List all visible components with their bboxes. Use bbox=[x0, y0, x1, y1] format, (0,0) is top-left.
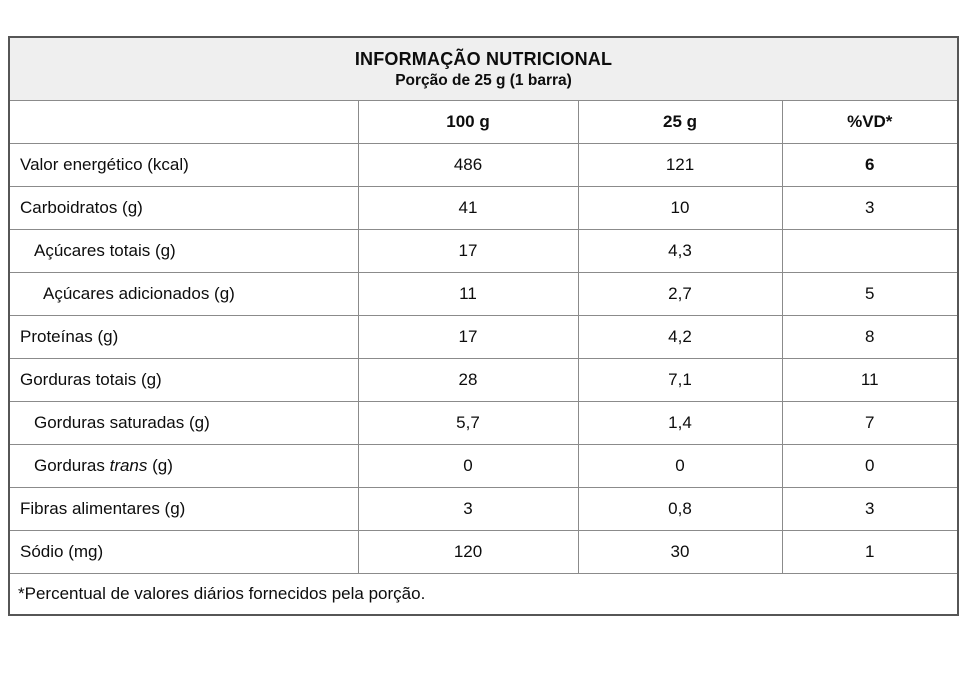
column-header-25g: 25 g bbox=[577, 100, 783, 144]
row-label: Gorduras totais (g) bbox=[8, 358, 359, 402]
row-label: Carboidratos (g) bbox=[8, 186, 359, 230]
footnote: *Percentual de valores diários fornecido… bbox=[8, 573, 959, 616]
value-100g: 28 bbox=[357, 358, 579, 402]
value-vd: 3 bbox=[781, 186, 959, 230]
value-100g: 17 bbox=[357, 315, 579, 359]
row-label: Sódio (mg) bbox=[8, 530, 359, 574]
value-100g: 17 bbox=[357, 229, 579, 273]
footnote-row: *Percentual de valores diários fornecido… bbox=[8, 573, 959, 616]
title-cell: INFORMAÇÃO NUTRICIONAL Porção de 25 g (1… bbox=[8, 36, 959, 101]
value-100g: 5,7 bbox=[357, 401, 579, 445]
title-band: INFORMAÇÃO NUTRICIONAL Porção de 25 g (1… bbox=[8, 36, 959, 101]
table-row-acucares-adicionados: Açúcares adicionados (g) 11 2,7 5 bbox=[8, 272, 959, 316]
value-25g: 4,2 bbox=[577, 315, 783, 359]
column-header-row: 100 g 25 g %VD* bbox=[8, 100, 959, 144]
value-100g: 41 bbox=[357, 186, 579, 230]
table-subtitle: Porção de 25 g (1 barra) bbox=[395, 72, 572, 89]
value-25g: 30 bbox=[577, 530, 783, 574]
table-body: Valor energético (kcal) 486 121 6 Carboidrat… bbox=[8, 143, 959, 574]
value-vd: 0 bbox=[781, 444, 959, 488]
value-vd: 6 bbox=[781, 143, 959, 187]
table-row-gorduras-saturadas: Gorduras saturadas (g) 5,7 1,4 7 bbox=[8, 401, 959, 445]
value-25g: 121 bbox=[577, 143, 783, 187]
value-100g: 3 bbox=[357, 487, 579, 531]
row-label: Açúcares totais (g) bbox=[8, 229, 359, 273]
value-100g: 0 bbox=[357, 444, 579, 488]
column-header-100g: 100 g bbox=[357, 100, 579, 144]
table-row-carboidratos: Carboidratos (g) 41 10 3 bbox=[8, 186, 959, 230]
table-row-gorduras-trans: Gorduras trans (g) 0 0 0 bbox=[8, 444, 959, 488]
row-label: Fibras alimentares (g) bbox=[8, 487, 359, 531]
value-vd: 3 bbox=[781, 487, 959, 531]
value-25g: 2,7 bbox=[577, 272, 783, 316]
value-vd: 5 bbox=[781, 272, 959, 316]
nutrition-table: INFORMAÇÃO NUTRICIONAL Porção de 25 g (1… bbox=[8, 36, 960, 616]
table-row-proteinas: Proteínas (g) 17 4,2 8 bbox=[8, 315, 959, 359]
value-100g: 486 bbox=[357, 143, 579, 187]
row-label: Valor energético (kcal) bbox=[8, 143, 359, 187]
value-vd: 11 bbox=[781, 358, 959, 402]
value-25g: 0,8 bbox=[577, 487, 783, 531]
value-25g: 1,4 bbox=[577, 401, 783, 445]
value-25g: 0 bbox=[577, 444, 783, 488]
row-label: Açúcares adicionados (g) bbox=[8, 272, 359, 316]
row-label: Gorduras saturadas (g) bbox=[8, 401, 359, 445]
table-row-gorduras-totais: Gorduras totais (g) 28 7,1 11 bbox=[8, 358, 959, 402]
table-row-fibras-alimentares: Fibras alimentares (g) 3 0,8 3 bbox=[8, 487, 959, 531]
table-row-valor-energetico: Valor energético (kcal) 486 121 6 bbox=[8, 143, 959, 187]
value-vd: 1 bbox=[781, 530, 959, 574]
row-label: Proteínas (g) bbox=[8, 315, 359, 359]
value-25g: 4,3 bbox=[577, 229, 783, 273]
table-row-acucares-totais: Açúcares totais (g) 17 4,3 bbox=[8, 229, 959, 273]
value-25g: 10 bbox=[577, 186, 783, 230]
column-header-vd: %VD* bbox=[781, 100, 959, 144]
value-25g: 7,1 bbox=[577, 358, 783, 402]
column-header-empty bbox=[8, 100, 359, 144]
value-vd: 7 bbox=[781, 401, 959, 445]
value-vd: 8 bbox=[781, 315, 959, 359]
value-100g: 11 bbox=[357, 272, 579, 316]
value-100g: 120 bbox=[357, 530, 579, 574]
row-label: Gorduras trans (g) bbox=[8, 444, 359, 488]
value-vd bbox=[781, 229, 959, 273]
table-row-sodio: Sódio (mg) 120 30 1 bbox=[8, 530, 959, 574]
table-title: INFORMAÇÃO NUTRICIONAL bbox=[354, 49, 613, 69]
